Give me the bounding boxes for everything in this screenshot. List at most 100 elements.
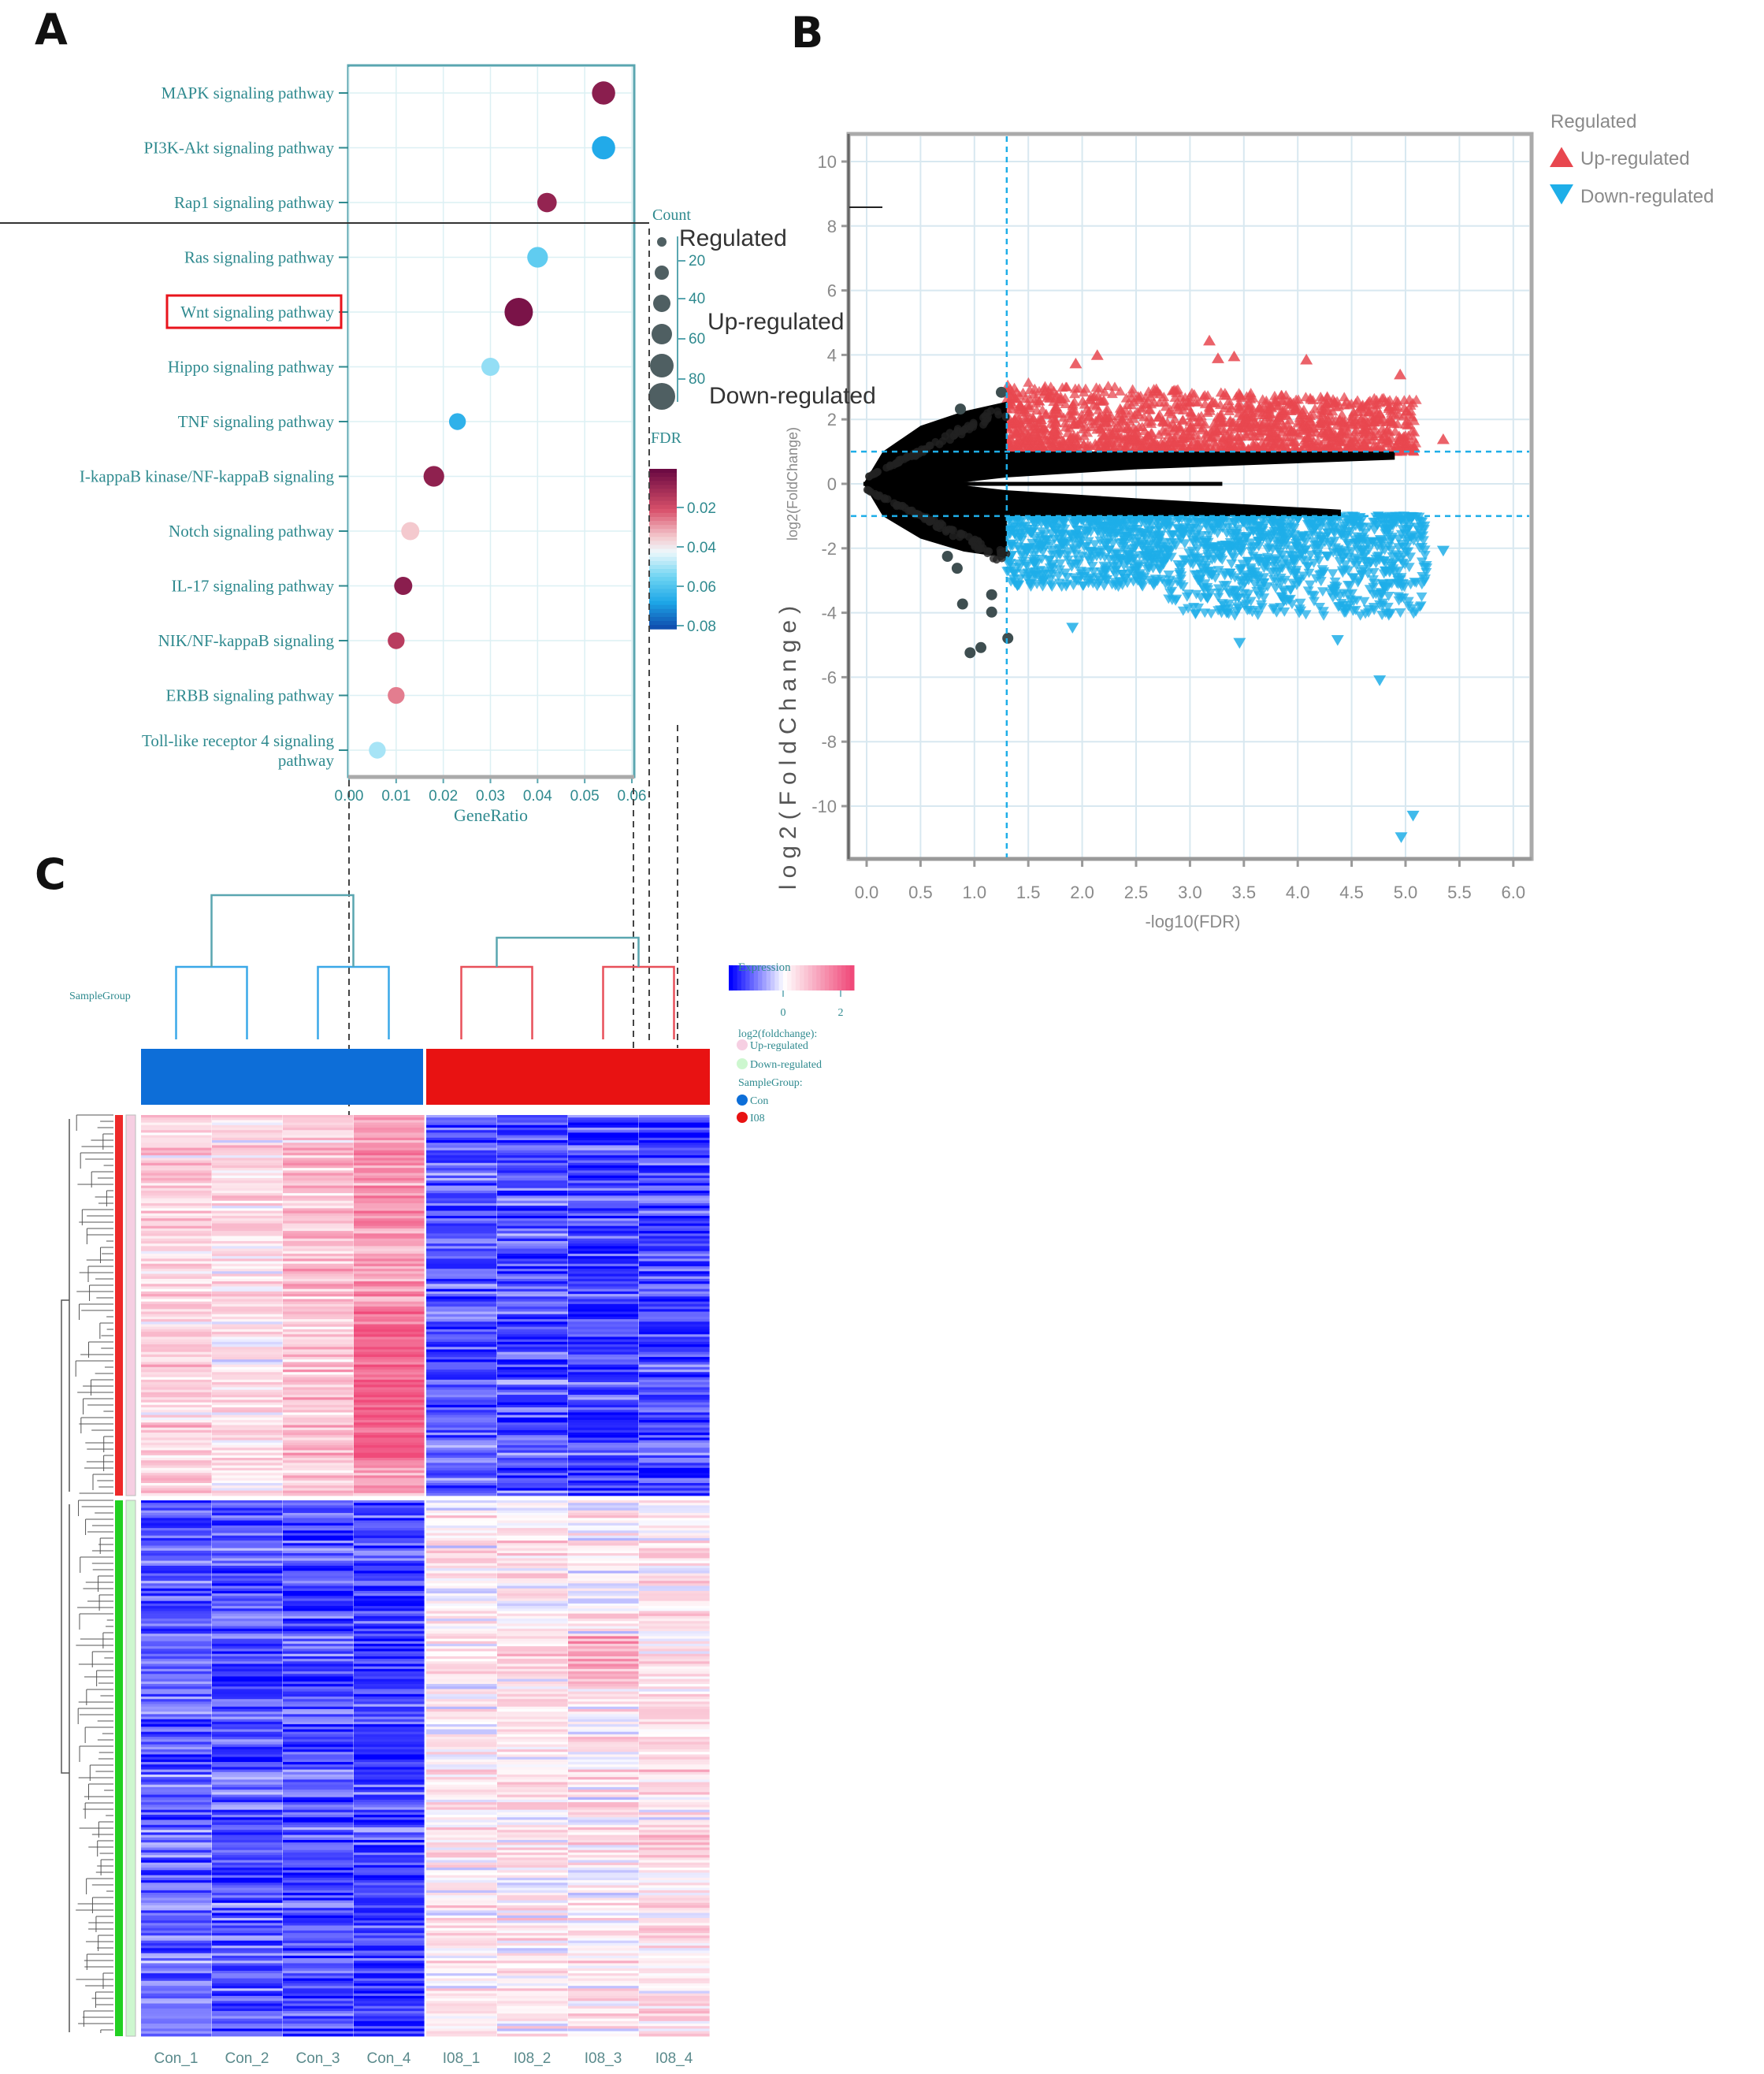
c-heatmap-cell: [426, 1276, 497, 1280]
c-heatmap-cell: [426, 1238, 497, 1242]
c-heatmap-cell: [568, 1349, 639, 1353]
c-heatmap-cell: [283, 1284, 354, 1287]
b-not-significant-point: [889, 499, 898, 507]
c-heatmap-cell: [568, 1158, 639, 1161]
b-up-point: [1352, 406, 1364, 416]
c-heatmap-cell: [354, 1638, 425, 1642]
c-heatmap-cell: [568, 1422, 639, 1425]
c-heatmap-cell: [497, 1240, 568, 1244]
c-heatmap-cell: [283, 1324, 354, 1328]
b-not-significant-point: [956, 530, 964, 538]
c-heatmap-cell: [426, 1258, 497, 1262]
c-heatmap-cell: [354, 1124, 425, 1128]
b-down-point: [1177, 582, 1189, 592]
c-heatmap-cell: [639, 1231, 710, 1234]
c-heatmap-cell: [639, 1541, 710, 1544]
c-heatmap-cell: [212, 1334, 283, 1337]
c-heatmap-cell: [639, 1452, 710, 1456]
b-up-point: [1109, 381, 1120, 392]
c-heatmap-cell: [354, 1366, 425, 1370]
b-up-point: [1064, 422, 1075, 433]
c-heatmap-cell: [426, 1433, 497, 1436]
c-heatmap-cell: [141, 1253, 212, 1257]
c-heatmap-cell: [354, 1533, 425, 1537]
c-heatmap-cell: [639, 1631, 710, 1634]
c-heatmap-cell: [354, 1465, 425, 1469]
a-fdr-colorbar-segment: [649, 525, 677, 530]
b-up-point: [1023, 377, 1034, 387]
c-heatmap-cell: [212, 1165, 283, 1169]
c-heatmap-cell: [568, 1117, 639, 1121]
c-heatmap-cell: [568, 1198, 639, 1202]
c-heatmap-cell: [283, 1321, 354, 1325]
c-heatmap-cell: [283, 1309, 354, 1312]
c-heatmap-cell: [568, 1127, 639, 1131]
c-heatmap-cell: [283, 1550, 354, 1554]
c-heatmap-cell: [212, 1458, 283, 1461]
c-heatmap-cell: [354, 1115, 425, 1118]
c-heatmap-cell: [354, 1507, 425, 1511]
c-heatmap-cell: [426, 1548, 497, 1552]
c-heatmap-cell: [354, 1404, 425, 1408]
c-heatmap-cell: [141, 1155, 212, 1158]
a-fdr-colorbar-segment: [649, 481, 677, 485]
c-heatmap-cell: [568, 1210, 639, 1214]
c-heatmap-cell: [141, 1160, 212, 1164]
c-heatmap-cell: [354, 1276, 425, 1280]
c-heatmap-cell: [497, 1422, 568, 1425]
b-up-point: [1218, 390, 1230, 400]
b-not-significant-point: [956, 598, 968, 610]
c-heatmap-cell: [639, 1152, 710, 1156]
c-heatmap-cell: [141, 1543, 212, 1546]
c-heatmap-cell: [639, 1613, 710, 1617]
c-heatmap-cell: [212, 1537, 283, 1541]
c-sample-group-cell: [212, 1049, 283, 1105]
c-heatmap-cell: [497, 1173, 568, 1176]
c-heatmap-cell: [497, 1286, 568, 1290]
a-count-legend-label: 20: [689, 253, 705, 269]
c-heatmap-cell: [354, 1543, 425, 1546]
c-heatmap-cell: [212, 1573, 283, 1577]
a-fdr-colorbar-segment: [649, 548, 677, 554]
c-heatmap-cell: [639, 1354, 710, 1358]
c-heatmap-cell: [283, 1545, 354, 1549]
c-heatmap-cell: [568, 1470, 639, 1474]
c-heatmap-cell: [283, 1573, 354, 1577]
b-down-point: [1137, 582, 1149, 592]
c-heatmap-cell: [639, 1158, 710, 1161]
c-heatmap-cell: [212, 1124, 283, 1128]
c-heatmap-cell: [497, 1190, 568, 1194]
c-heatmap-cell: [283, 1558, 354, 1562]
c-heatmap-cell: [497, 1152, 568, 1156]
c-heatmap-cell: [212, 1412, 283, 1416]
c-heatmap-cell: [497, 1334, 568, 1337]
c-heatmap-cell: [283, 1316, 354, 1320]
c-heatmap-cell: [639, 1218, 710, 1221]
c-heatmap-cell: [354, 1585, 425, 1589]
c-heatmap-cell: [283, 1600, 354, 1604]
b-up-point: [1256, 437, 1268, 447]
b-x-tick-label: 6.0: [1502, 883, 1526, 902]
c-heatmap-cell: [497, 1177, 568, 1181]
c-heatmap-cell: [639, 1132, 710, 1135]
c-heatmap-cell: [639, 1382, 710, 1385]
c-heatmap-cell: [354, 1306, 425, 1310]
c-heatmap-cell: [568, 1314, 639, 1318]
c-heatmap-cell: [568, 1278, 639, 1282]
c-heatmap-cell: [141, 1139, 212, 1143]
a-category-label: pathway: [278, 751, 335, 770]
c-heatmap-cell: [497, 1324, 568, 1328]
b-x-tick-label: 1.0: [963, 883, 987, 902]
c-heatmap-cell: [354, 1286, 425, 1290]
c-heatmap-cell: [639, 1615, 710, 1619]
c-heatmap-cell: [212, 1488, 283, 1492]
c-heatmap-cell: [568, 1122, 639, 1126]
c-heatmap-cell: [283, 1357, 354, 1360]
c-heatmap-cell: [497, 1395, 568, 1398]
b-up-point: [1184, 416, 1196, 426]
c-heatmap-cell: [426, 1470, 497, 1474]
c-heatmap-cell: [283, 1370, 354, 1373]
c-heatmap-cell: [141, 1518, 212, 1521]
c-heatmap-cell: [283, 1281, 354, 1284]
c-heatmap-cell: [212, 1135, 283, 1139]
